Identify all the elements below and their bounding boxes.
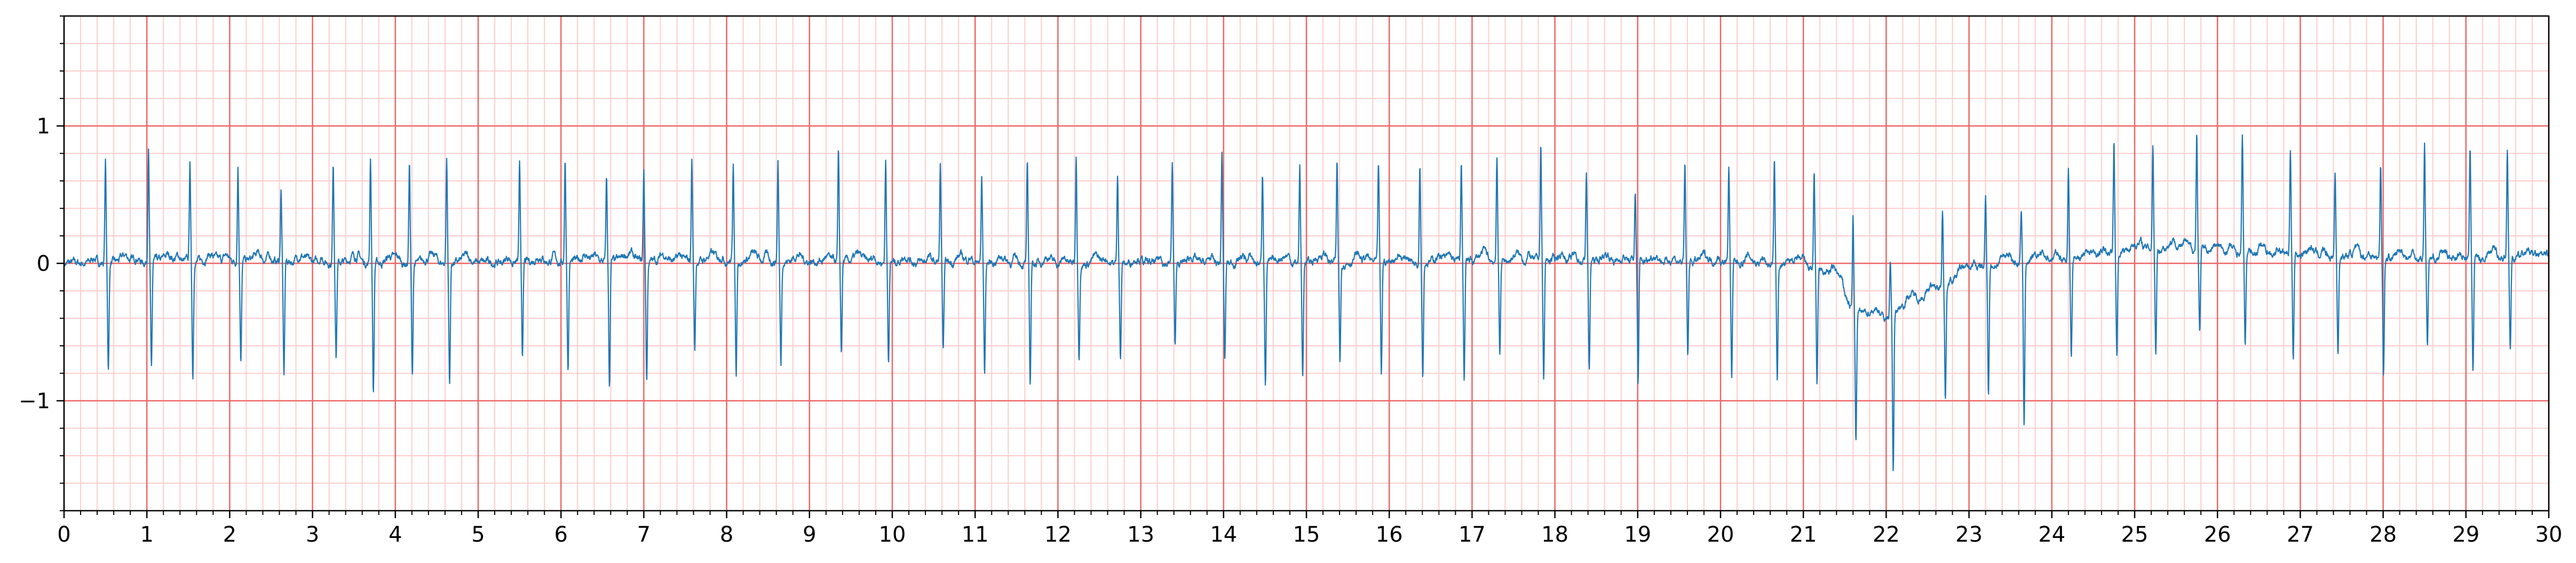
- x-tick-label: 3: [306, 522, 319, 547]
- x-tick-label: 29: [2452, 522, 2479, 547]
- x-tick-label: 20: [1707, 522, 1734, 547]
- y-tick-label: −1: [19, 389, 50, 414]
- x-tick-label: 28: [2369, 522, 2397, 547]
- x-tick-label: 19: [1624, 522, 1651, 547]
- x-tick-label: 8: [720, 522, 733, 547]
- x-tick-label: 26: [2204, 522, 2231, 547]
- x-tick-label: 22: [1873, 522, 1900, 547]
- x-tick-label: 15: [1293, 522, 1320, 547]
- x-tick-label: 12: [1044, 522, 1072, 547]
- x-tick-label: 9: [803, 522, 816, 547]
- x-tick-label: 4: [389, 522, 402, 547]
- x-tick-label: 30: [2535, 522, 2563, 547]
- x-tick-label: 6: [554, 522, 567, 547]
- x-tick-label: 14: [1210, 522, 1237, 547]
- x-axis: 0 1 2 3 4 5 6 7 8 9 10 11 12 13 14 15 16 17 18 19 20 21 22 23 24…: [57, 511, 2562, 547]
- x-tick-label: 18: [1541, 522, 1568, 547]
- x-tick-label: 13: [1127, 522, 1154, 547]
- signal-layer: [63, 134, 2549, 472]
- x-tick-label: 2: [223, 522, 236, 547]
- x-tick-label: 24: [2038, 522, 2065, 547]
- x-tick-label: 23: [1955, 522, 1983, 547]
- x-tick-label: 11: [962, 522, 989, 547]
- ecg-signal-line: [63, 134, 2549, 472]
- y-tick-label: 0: [37, 252, 50, 276]
- y-axis: −1 0 1: [19, 15, 64, 511]
- x-tick-label: 27: [2287, 522, 2314, 547]
- x-tick-label: 21: [1790, 522, 1817, 547]
- x-tick-label: 5: [471, 522, 485, 547]
- x-tick-label: 10: [879, 522, 906, 547]
- x-tick-label: 17: [1459, 522, 1486, 547]
- x-tick-label: 0: [57, 522, 70, 547]
- y-tick-label: 1: [37, 114, 50, 139]
- x-tick-label: 25: [2121, 522, 2149, 547]
- x-tick-label: 1: [140, 522, 153, 547]
- x-tick-label: 7: [637, 522, 651, 547]
- x-tick-label: 16: [1376, 522, 1403, 547]
